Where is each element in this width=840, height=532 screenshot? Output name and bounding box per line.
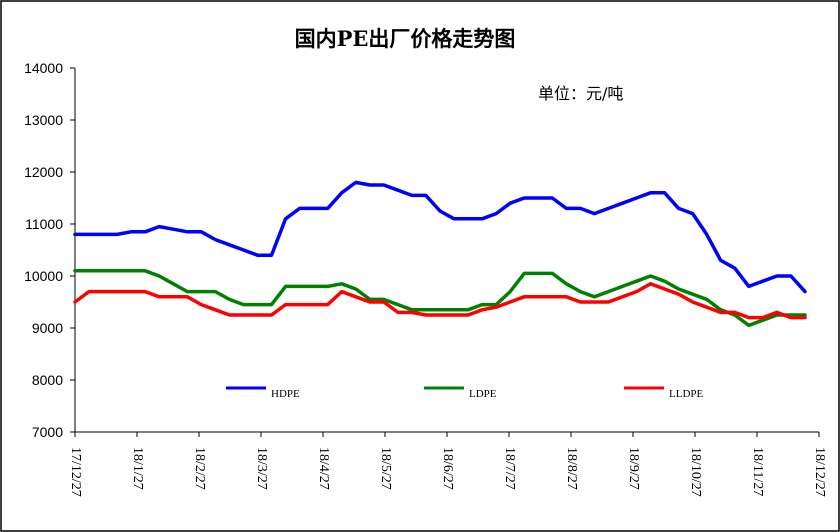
x-tick-label: 18/9/27 — [626, 447, 641, 490]
series-line-lldpe — [73, 282, 807, 320]
y-tick-label: 9000 — [32, 320, 63, 336]
x-tick-label: 17/12/27 — [68, 447, 83, 497]
x-tick-label: 18/8/27 — [564, 447, 579, 490]
y-tick-label: 14000 — [24, 60, 63, 76]
y-tick-label: 10000 — [24, 268, 63, 284]
x-tick-label: 18/1/27 — [130, 447, 145, 490]
axes: 7000 8000 9000 10000 11000 12000 13000 14000 17/… — [24, 60, 827, 497]
y-tick-label: 12000 — [24, 164, 63, 180]
x-tick-label: 18/6/27 — [440, 447, 455, 490]
x-tick-label: 18/3/27 — [254, 447, 269, 490]
legend-label-lldpe: LLDPE — [669, 388, 704, 400]
y-tick-label: 11000 — [25, 216, 63, 232]
x-tick-label: 18/12/27 — [812, 447, 827, 497]
x-tick-label: 18/5/27 — [378, 447, 393, 490]
series-line-hdpe — [73, 180, 807, 294]
y-tick-label: 7000 — [32, 424, 63, 440]
x-tick-label: 18/7/27 — [502, 447, 517, 490]
legend: HDPE LDPE LLDPE — [226, 386, 704, 400]
x-tick-label: 18/4/27 — [316, 447, 331, 490]
unit-note: 单位：元/吨 — [538, 84, 623, 103]
x-tick-label: 18/10/27 — [688, 447, 703, 497]
chart-title: 国内PE出厂价格走势图 — [295, 26, 516, 51]
x-tick-label: 18/11/27 — [750, 447, 765, 496]
legend-label-ldpe: LDPE — [469, 388, 497, 400]
series-layer — [73, 180, 807, 328]
legend-label-hdpe: HDPE — [271, 388, 300, 400]
x-tick-label: 18/2/27 — [192, 447, 207, 490]
y-tick-label: 8000 — [32, 372, 63, 388]
series-line-ldpe — [73, 269, 807, 328]
y-tick-label: 13000 — [24, 112, 63, 128]
